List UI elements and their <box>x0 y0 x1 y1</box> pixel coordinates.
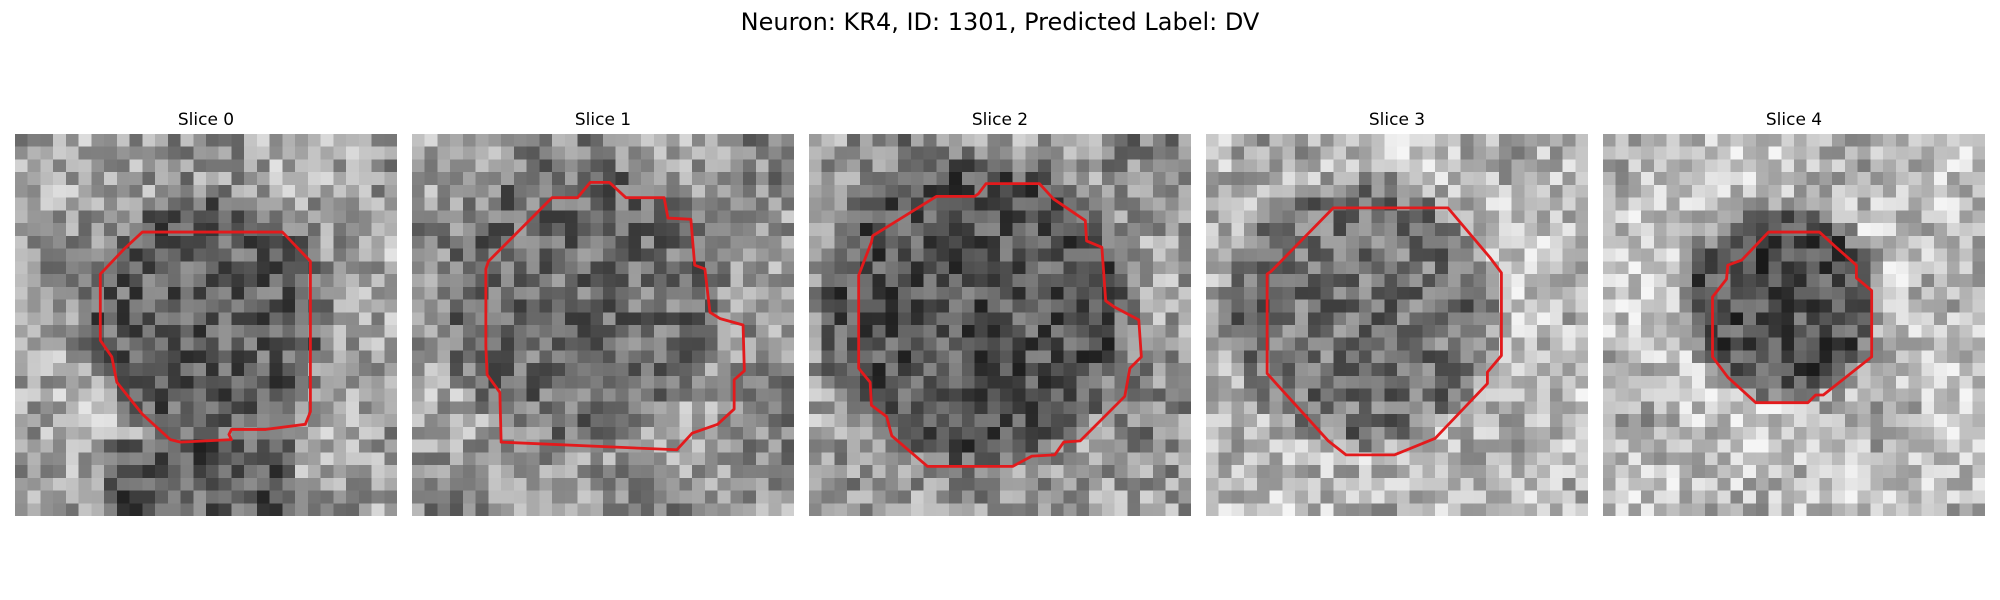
slice-title-1: Slice 1 <box>412 108 794 132</box>
slice-title-3: Slice 3 <box>1206 108 1588 132</box>
slice-image-0 <box>15 134 397 516</box>
figure-title: Neuron: KR4, ID: 1301, Predicted Label: … <box>0 6 2000 38</box>
slice-image-2 <box>809 134 1191 516</box>
slice-image-3 <box>1206 134 1588 516</box>
slice-title-4: Slice 4 <box>1603 108 1985 132</box>
slice-title-0: Slice 0 <box>15 108 397 132</box>
slice-image-4 <box>1603 134 1985 516</box>
slice-image-1 <box>412 134 794 516</box>
slice-title-2: Slice 2 <box>809 108 1191 132</box>
